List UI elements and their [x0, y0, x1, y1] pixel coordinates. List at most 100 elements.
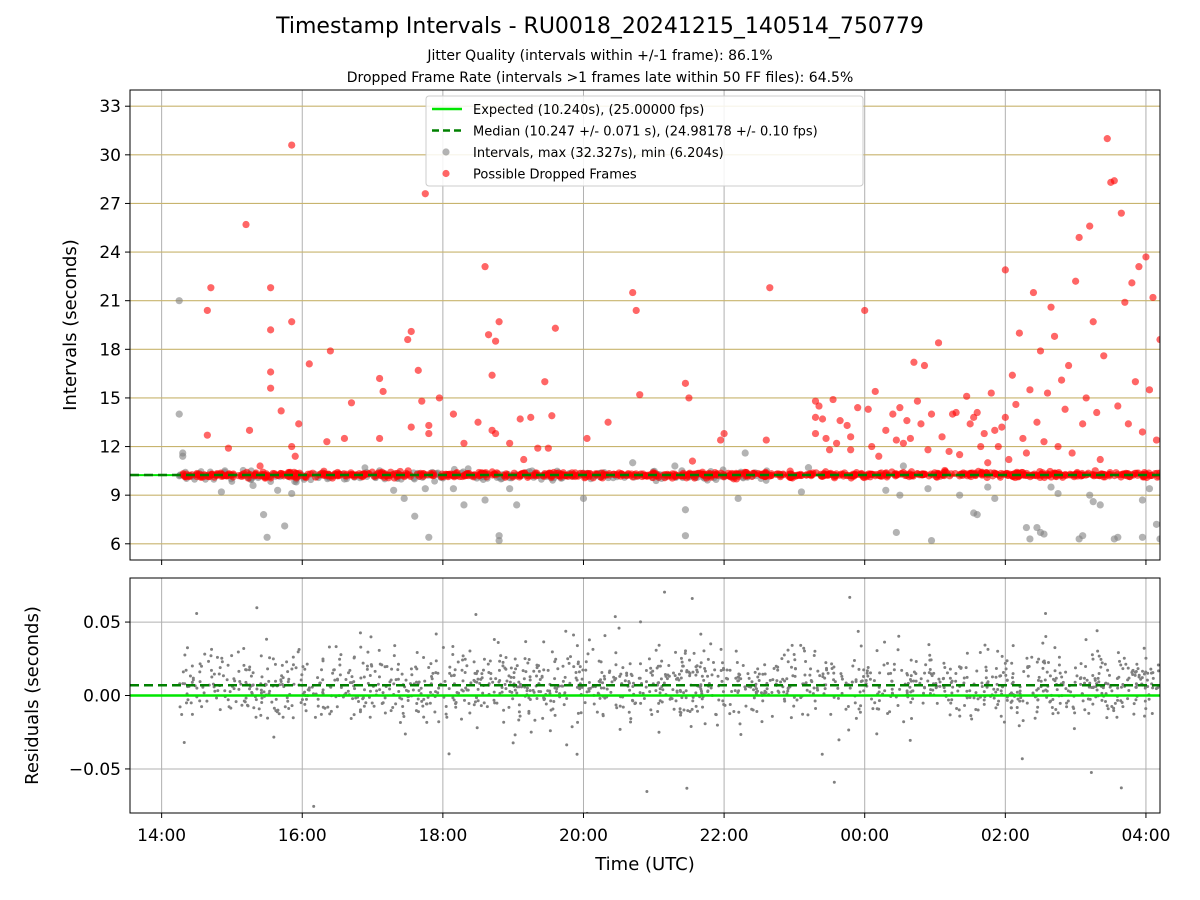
residual-point [877, 699, 881, 703]
residual-point [300, 673, 304, 677]
residual-point [832, 671, 836, 675]
residual-point [1112, 709, 1116, 713]
dropped-frame-point [267, 326, 275, 334]
residual-point [586, 652, 590, 656]
residual-point [391, 706, 395, 710]
residual-point [494, 677, 498, 681]
residual-point [1050, 705, 1054, 709]
residual-point [267, 679, 271, 683]
residual-point [389, 709, 393, 713]
dropped-frame-point [1128, 279, 1136, 287]
residual-point [669, 696, 673, 700]
residual-point [182, 741, 186, 745]
residual-point [1116, 651, 1120, 655]
residual-point [675, 690, 679, 694]
residual-point [804, 681, 808, 685]
residual-point [1084, 665, 1088, 669]
residual-point [865, 671, 869, 675]
residual-point [985, 685, 989, 689]
residual-point [1041, 666, 1045, 670]
dropped-frame-point [811, 413, 820, 421]
residual-point [682, 691, 686, 695]
residual-point [313, 715, 317, 719]
residual-point [1051, 698, 1055, 702]
residual-point [930, 674, 934, 678]
residual-point [659, 677, 663, 681]
residual-point [1106, 682, 1110, 686]
dropped-frame-point [1036, 467, 1044, 476]
residual-point [614, 651, 618, 655]
residual-point [565, 743, 569, 747]
dropped-frame-point [1093, 408, 1101, 417]
dropped-frame-point [407, 327, 415, 336]
residual-point [1113, 701, 1117, 705]
residual-point [847, 728, 851, 732]
residual-point [444, 704, 448, 708]
residual-point [658, 687, 662, 691]
residual-point [271, 657, 275, 661]
residual-point [1110, 689, 1114, 693]
residual-point [657, 701, 661, 705]
residual-point [1144, 707, 1148, 711]
residual-point [1044, 635, 1048, 639]
residual-point [865, 669, 869, 673]
residual-point [647, 657, 651, 661]
residual-point [259, 688, 263, 692]
residual-point [226, 698, 230, 702]
residual-point [448, 665, 452, 669]
residual-point [1100, 661, 1104, 665]
residual-point [621, 705, 625, 709]
dropped-frame-point [1001, 266, 1009, 274]
residual-point [232, 687, 236, 691]
residual-point [631, 684, 635, 688]
dropped-frame-point [516, 415, 524, 423]
residual-point [515, 664, 519, 668]
residual-point [359, 645, 363, 649]
residual-point [207, 659, 211, 663]
dropped-frame-point [350, 471, 358, 479]
dropped-frame-point [871, 387, 879, 396]
residual-point [444, 712, 448, 716]
residual-point [375, 689, 379, 693]
residual-point [946, 698, 950, 702]
residual-point [473, 680, 477, 684]
residual-point [1011, 680, 1015, 684]
residual-point [1127, 688, 1131, 692]
residual-point [625, 673, 629, 677]
residual-point [1060, 675, 1064, 679]
dropped-frame-point [491, 429, 500, 438]
residual-point [268, 689, 272, 693]
dropped-frame-point [425, 429, 433, 438]
residual-point [259, 691, 263, 695]
interval-point [899, 462, 907, 470]
residual-point [1106, 668, 1110, 672]
residual-point [660, 659, 664, 663]
residual-point [1127, 676, 1131, 680]
residual-point [957, 708, 961, 712]
x-tick-label: 04:00 [1121, 826, 1170, 846]
dropped-frame-point [267, 384, 275, 392]
interval-point [892, 528, 900, 537]
residual-point [1132, 702, 1136, 706]
residual-point [328, 712, 332, 716]
residual-point [1057, 655, 1061, 659]
residual-point [210, 675, 214, 679]
residual-point [451, 696, 455, 700]
residual-point [523, 657, 527, 661]
residual-point [303, 667, 307, 671]
residual-point [706, 657, 710, 661]
x-tick-label: 02:00 [981, 826, 1030, 846]
residual-point [584, 668, 588, 672]
residual-point [869, 671, 873, 675]
residual-point [1143, 699, 1147, 703]
residual-point [795, 698, 799, 702]
residual-point [1091, 702, 1095, 706]
residual-point [221, 674, 225, 678]
dropped-frame-point [1121, 298, 1129, 306]
residual-point [587, 680, 591, 684]
residual-point [836, 696, 840, 700]
residual-point [548, 729, 552, 733]
residual-point [598, 680, 602, 684]
residual-point [599, 660, 603, 664]
residual-point [457, 691, 461, 695]
